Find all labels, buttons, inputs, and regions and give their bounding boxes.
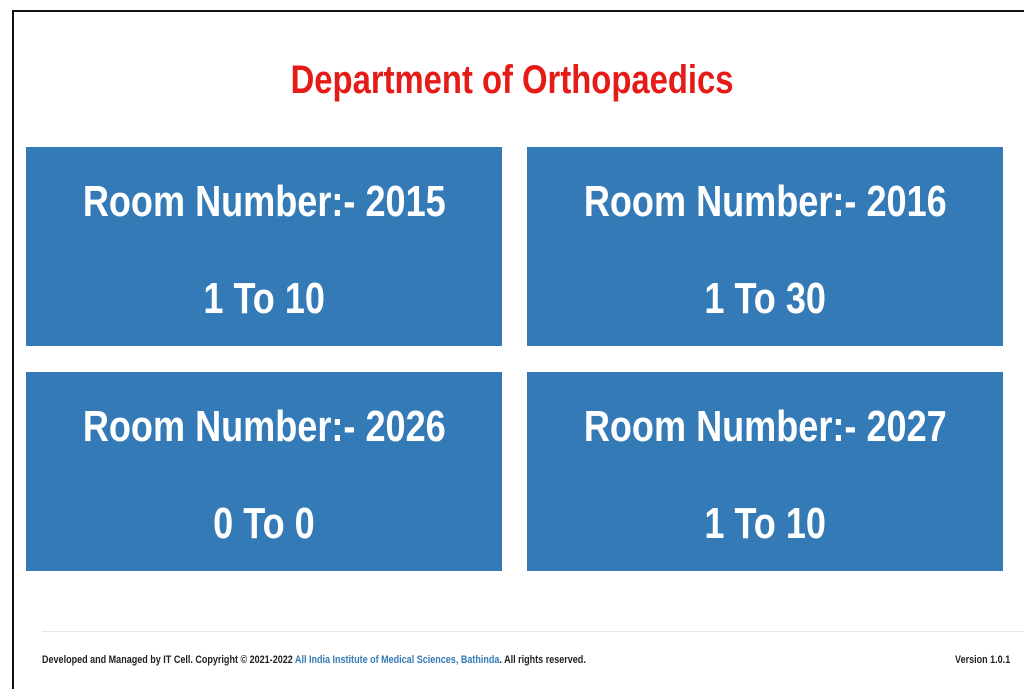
room-range-text: 1 To 10 <box>704 499 826 548</box>
room-label: Room Number:- 2026 <box>26 402 502 452</box>
room-range: 1 To 10 <box>527 499 1003 549</box>
room-range-text: 1 To 10 <box>203 274 325 323</box>
footer-text: Developed and Managed by IT Cell. Copyri… <box>42 654 586 666</box>
room-range: 1 To 10 <box>26 274 502 324</box>
room-range-text: 0 To 0 <box>213 499 315 548</box>
room-card[interactable]: Room Number:- 2027 1 To 10 <box>527 372 1003 571</box>
room-card[interactable]: Room Number:- 2026 0 To 0 <box>26 372 502 571</box>
footer-prefix: Developed and Managed by IT Cell. Copyri… <box>42 654 295 666</box>
version-text: Version 1.0.1 <box>954 654 1010 666</box>
room-card[interactable]: Room Number:- 2015 1 To 10 <box>26 147 502 346</box>
room-label-text: Room Number:- 2016 <box>583 177 947 226</box>
page-title: Department of Orthopaedics <box>0 58 1024 103</box>
frame <box>12 10 1024 689</box>
version: Version 1.0.1 <box>949 654 1016 666</box>
room-label: Room Number:- 2016 <box>527 177 1003 227</box>
title-text: Department of Orthopaedics <box>290 58 734 102</box>
room-label: Room Number:- 2027 <box>527 402 1003 452</box>
room-range: 1 To 30 <box>527 274 1003 324</box>
footer-link[interactable]: All India Institute of Medical Sciences,… <box>294 654 500 666</box>
room-label: Room Number:- 2015 <box>26 177 502 227</box>
room-range-text: 1 To 30 <box>704 274 826 323</box>
footer-suffix: . All rights reserved. <box>499 654 586 666</box>
footer-rule <box>42 631 1024 632</box>
room-card[interactable]: Room Number:- 2016 1 To 30 <box>527 147 1003 346</box>
room-label-text: Room Number:- 2027 <box>583 402 947 451</box>
room-range: 0 To 0 <box>26 499 502 549</box>
room-label-text: Room Number:- 2015 <box>82 177 446 226</box>
room-label-text: Room Number:- 2026 <box>82 402 446 451</box>
footer: Developed and Managed by IT Cell. Copyri… <box>42 654 705 666</box>
